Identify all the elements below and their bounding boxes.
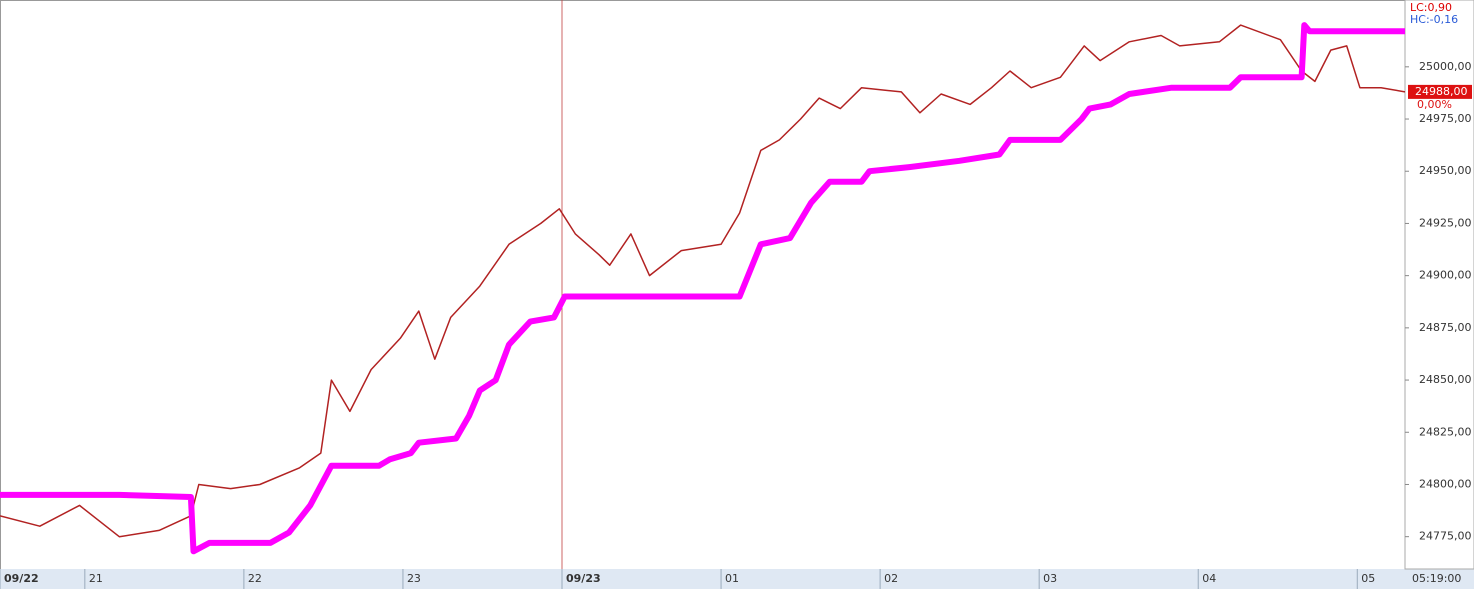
last-price-label: 24988,00 [1415, 85, 1468, 98]
y-tick-label: 24825,00 [1419, 425, 1472, 438]
y-tick-label: 24950,00 [1419, 164, 1472, 177]
y-tick-label: 25000,00 [1419, 60, 1472, 73]
x-tick-label: 03 [1043, 572, 1057, 585]
y-tick-label: 24850,00 [1419, 373, 1472, 386]
y-tick-label: 24800,00 [1419, 477, 1472, 490]
x-tick-label: 04 [1202, 572, 1216, 585]
last-price-box [1408, 84, 1472, 99]
x-tick-label: 21 [89, 572, 103, 585]
y-tick-label: 24900,00 [1419, 269, 1472, 282]
series-line [0, 24, 1406, 538]
time-label: 05:19:00 [1412, 572, 1461, 585]
y-tick-label: 24875,00 [1419, 321, 1472, 334]
x-tick-label: 01 [725, 572, 739, 585]
y-tick-label: 24775,00 [1419, 530, 1472, 543]
hc-label: HC:-0,16 [1410, 13, 1458, 26]
x-tick-label: 09/22 [4, 572, 39, 585]
x-tick-label: 09/23 [566, 572, 601, 585]
y-tick-label: 24975,00 [1419, 112, 1472, 125]
x-tick-label: 02 [884, 572, 898, 585]
x-tick-label: 05 [1361, 572, 1375, 585]
lc-label: LC:0,90 [1410, 1, 1452, 14]
plot [0, 0, 1406, 569]
change-label: 0,00% [1417, 98, 1452, 111]
series-line [0, 22, 1405, 555]
x-tick-label: 23 [407, 572, 421, 585]
x-axis-band [0, 569, 1474, 589]
y-tick-label: 24925,00 [1419, 216, 1472, 229]
x-tick-label: 22 [248, 572, 262, 585]
